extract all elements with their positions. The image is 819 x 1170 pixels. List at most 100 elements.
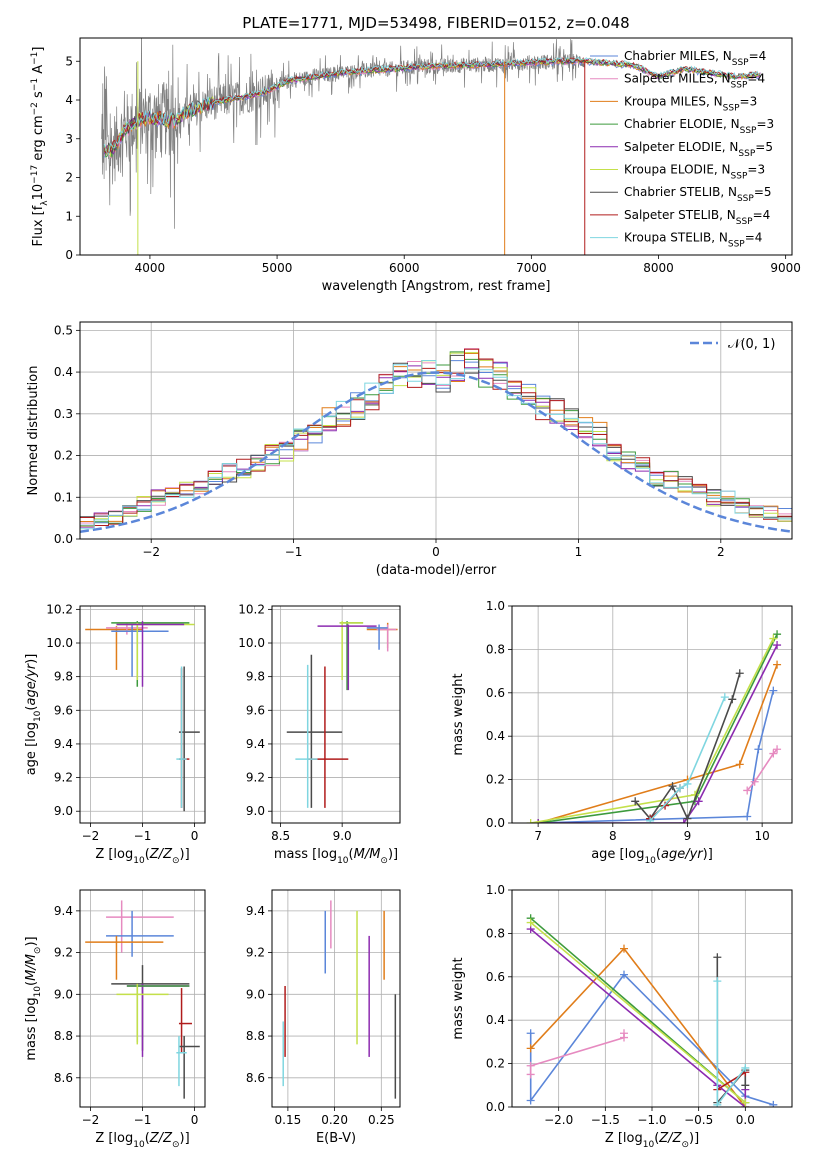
y-tick-label: 9.0: [246, 987, 265, 1001]
series-marker: [646, 816, 655, 823]
y-tick-label: 0.4: [486, 729, 505, 743]
x-axis-label-part: age/yr: [661, 847, 704, 862]
y-tick-label: 3: [65, 132, 73, 146]
y-axis-label-part: A: [31, 65, 46, 78]
legend-label-part: =4: [753, 208, 771, 222]
y-tick-label: 0.0: [486, 816, 505, 830]
x-tick-label: 0: [191, 829, 199, 843]
legend-label: Chabrier STELIB, NSSP=5: [624, 185, 772, 204]
y-tick-label: 9.8: [246, 670, 265, 684]
y-tick-label: 0: [65, 248, 73, 262]
y-axis-label-part: age/yr: [24, 662, 39, 705]
mass_vs_Z-panel: −2 −1 08.68.89.09.29.4Z [log10(Z/Z⊙)]mass …: [24, 889, 206, 1150]
series-marker: [683, 779, 692, 788]
x-axis-label-part: ⊙: [681, 1140, 689, 1150]
series-marker: [769, 749, 778, 758]
legend-label-part: SSP: [728, 240, 745, 250]
y-tick-label: 9.6: [246, 703, 265, 717]
y-tick-label: 0.2: [486, 1057, 505, 1071]
x-axis-label: mass [log10(M/M⊙)]: [274, 847, 398, 866]
x-tick-label: −2: [142, 545, 160, 559]
x-axis-label-part: age [log: [591, 847, 644, 862]
x-tick-label: 6000: [389, 261, 420, 275]
y-axis-label-part: −17: [30, 165, 40, 184]
y-tick-label: 2: [65, 171, 73, 185]
axes-frame: [79, 605, 206, 824]
legend-label-part: SSP: [731, 81, 748, 91]
y-tick-label: 8.6: [246, 1071, 265, 1085]
axes-frame: [79, 321, 793, 540]
age_vs_mass-panel: 8.5 9.0 9.0 9.2 9.4 9.6 9.8 10.0 10.2 mass [log10…: [238, 602, 401, 866]
y-axis-label-part: )]: [24, 654, 39, 664]
series-marker: [676, 784, 684, 793]
y-tick-label: 0.2: [486, 773, 505, 787]
x-axis-label-part: Z [log: [95, 847, 133, 862]
y-axis-label: mass weight: [451, 957, 466, 1039]
y-tick-label: 8.6: [54, 1071, 73, 1085]
y-tick-label: 9.6: [54, 703, 73, 717]
axes-frame: [511, 889, 793, 1108]
x-tick-label: 0: [432, 545, 440, 559]
series-marker: [741, 1098, 750, 1107]
x-tick-label: −0.5: [684, 1113, 713, 1127]
x-tick-label: 0.0: [736, 1113, 755, 1127]
x-tick-label: 10: [754, 829, 769, 843]
legend-label-part: =4: [747, 72, 765, 86]
y-tick-label: 1.0: [486, 599, 505, 613]
x-axis-label-part: Z/Z: [149, 847, 173, 862]
y-tick-label: 0.4: [486, 1013, 505, 1027]
series-marker: [720, 693, 729, 702]
x-axis-label-part: ⊙: [380, 856, 388, 866]
legend-label: Chabrier MILES, NSSP=4: [624, 49, 766, 68]
y-tick-label: 9.4: [246, 737, 265, 751]
legend-label: Kroupa ELODIE, NSSP=3: [624, 163, 765, 182]
x-axis-label-part: (: [349, 847, 354, 862]
x-tick-label: 5000: [262, 261, 293, 275]
x-axis-label-part: )]: [180, 1131, 190, 1146]
legend-label-part: Kroupa MILES, N: [624, 94, 723, 108]
legend-label: Salpeter ELODIE, NSSP=5: [624, 140, 773, 159]
series-marker: [526, 918, 535, 927]
y-axis-label-part: −1: [30, 52, 40, 65]
x-tick-label: 8.5: [271, 829, 290, 843]
age_vs_Z-plot-area: [80, 606, 205, 823]
series-marker: [631, 797, 640, 806]
series-marker: [526, 1044, 535, 1053]
x-tick-label: 7: [534, 829, 542, 843]
axes-frame: [79, 889, 206, 1108]
series-marker: [713, 1100, 722, 1107]
mass_weight_vs_age-plot-area: [512, 606, 792, 823]
y-tick-label: 0.0: [54, 532, 73, 546]
age_vs_Z-panel: −2 −1 09.09.29.49.69.810.010.2Z [log10(Z/Z…: [24, 602, 206, 866]
legend-label: Kroupa MILES, NSSP=3: [624, 94, 757, 113]
axes-frame: [511, 605, 793, 824]
y-axis-label-part: −2: [30, 102, 40, 115]
y-tick-label: 1: [65, 209, 73, 223]
series-marker: [773, 745, 782, 754]
y-axis-label-part: age [log: [24, 722, 39, 775]
x-axis-label-part: Z/Z: [149, 1131, 173, 1146]
x-tick-label: 8000: [643, 261, 674, 275]
legend-label-part: Chabrier MILES, N: [624, 49, 732, 63]
x-axis-label-part: Z [log: [95, 1131, 133, 1146]
mass_vs_Z-plot-area: [80, 890, 205, 1107]
y-tick-label: 9.4: [246, 904, 265, 918]
x-axis-label-part: 10: [133, 856, 145, 866]
x-axis-label-part: (: [145, 847, 150, 862]
y-tick-label: 0.3: [54, 407, 73, 421]
series-marker: [526, 1061, 535, 1070]
series-line: [746, 748, 778, 792]
legend-label-part: Salpeter STELIB, N: [624, 208, 736, 222]
series-marker: [679, 819, 688, 823]
y-axis-label-part: (: [24, 981, 39, 986]
x-tick-label: 2: [717, 545, 725, 559]
series-marker: [534, 819, 543, 823]
legend-label-part: =4: [745, 231, 763, 245]
x-tick-label: −2: [82, 1113, 100, 1127]
y-axis-label-part: (: [24, 706, 39, 711]
series-marker: [741, 1063, 750, 1072]
legend-label-part: Salpeter MILES, N: [624, 72, 731, 86]
y-axis-label-part: −1: [30, 78, 40, 91]
y-axis-label-part: erg cm: [31, 115, 46, 164]
